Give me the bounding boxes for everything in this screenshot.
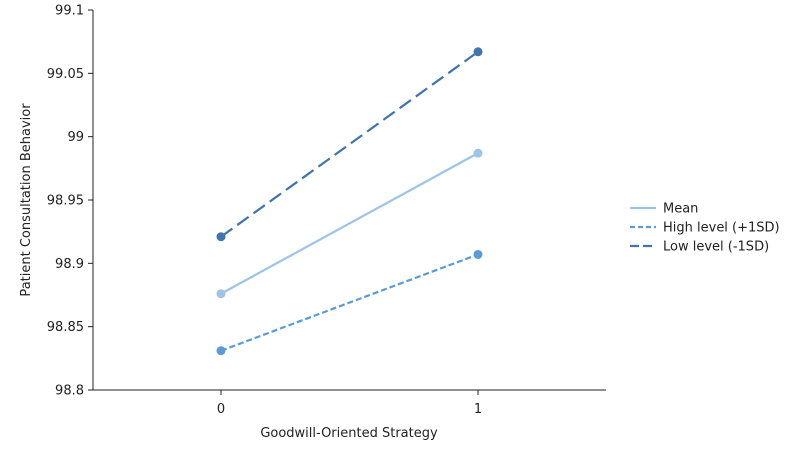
axes (92, 10, 606, 391)
legend-label: Mean (663, 202, 698, 217)
data-point (473, 148, 483, 158)
y-tick-label: 99.1 (55, 4, 84, 19)
series-lines (216, 47, 483, 356)
series-mean (216, 148, 483, 299)
y-tick-label: 98.95 (47, 194, 84, 209)
x-axis-title: Goodwill-Oriented Strategy (260, 426, 438, 441)
data-point (473, 47, 483, 57)
y-axis-ticks: 98.8 98.85 98.9 98.95 99 99.05 99.1 (47, 4, 93, 399)
legend: Mean High level (+1SD) Low level (-1SD) (630, 202, 780, 255)
data-point (216, 289, 226, 299)
y-tick-label: 98.8 (55, 384, 84, 399)
legend-label: High level (+1SD) (663, 221, 780, 236)
series-low-level-1sd (216, 47, 483, 242)
data-point (473, 249, 483, 259)
y-tick-label: 98.85 (47, 320, 84, 335)
legend-label: Low level (-1SD) (663, 240, 769, 255)
series-line (220, 152, 479, 295)
series-line (220, 50, 479, 238)
y-tick-label: 99 (67, 130, 84, 145)
y-tick-label: 98.9 (55, 257, 84, 272)
y-tick-label: 99.05 (47, 67, 84, 82)
data-point (216, 346, 226, 356)
x-tick-label: 1 (474, 402, 482, 417)
x-tick-label: 0 (217, 402, 225, 417)
series-high-level-1sd (216, 249, 483, 356)
data-point (216, 232, 226, 242)
series-line (220, 253, 479, 352)
y-axis-title: Patient Consultation Behavior (19, 103, 34, 297)
